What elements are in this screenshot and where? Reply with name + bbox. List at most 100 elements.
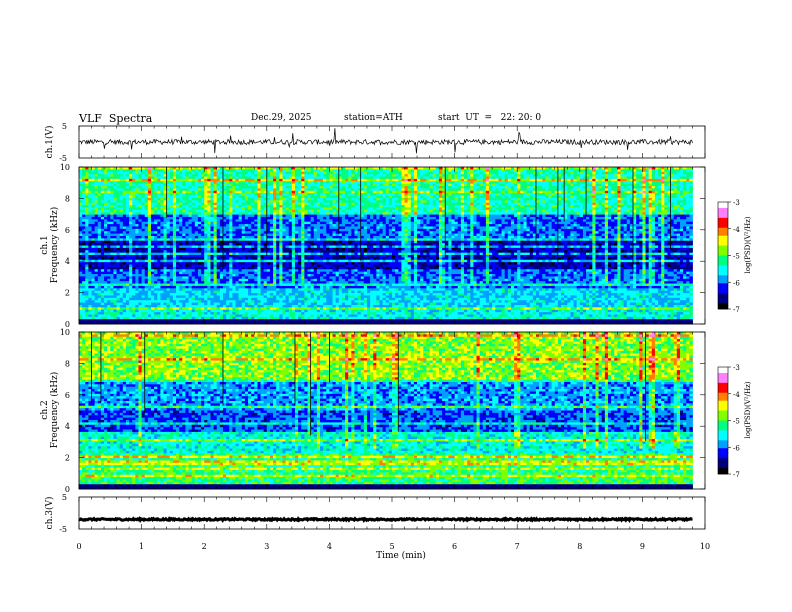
spectrogram-cell [545,200,549,203]
spectrogram-cell [251,174,255,177]
spectrogram-cell [505,200,509,203]
spectrogram-cell [326,207,330,210]
spectrogram-cell [511,167,515,170]
spectrogram-cell [361,193,365,196]
spectrogram-cell [430,167,434,170]
spectrogram-cell [417,186,421,189]
spectrogram-cell [646,184,650,187]
spectrogram-cell [157,217,161,220]
spectrogram-cell [398,169,402,172]
spectrogram-cell [351,219,355,222]
spectrogram-cell [674,181,678,184]
spectrogram-cell [549,181,553,184]
spectrogram-cell [602,184,606,187]
spectrogram-cell [589,210,593,213]
spectrogram-cell [461,186,465,189]
spectrogram-cell [677,193,681,196]
spectrogram-cell [570,219,574,222]
spectrogram-cell [545,215,549,218]
spectrogram-cell [339,177,343,180]
spectrogram-cell [592,212,596,215]
spectrogram-cell [223,198,227,201]
spectrogram-cell [423,219,427,222]
spectrogram-cell [245,207,249,210]
spectrogram-cell [295,207,299,210]
spectrogram-cell [167,184,171,187]
spectrogram-cell [201,174,205,177]
spectrogram-cell [339,210,343,213]
spectrogram-cell [552,219,556,222]
spectrogram-cell [135,186,139,189]
spectrogram-cell [586,200,590,203]
spectrogram-cell [483,188,487,191]
spectrogram-cell [167,172,171,175]
spectrogram-cell [489,212,493,215]
spectrogram-cell [599,181,603,184]
spectrogram-cell [411,186,415,189]
spectrogram-cell [492,184,496,187]
spectrogram-cell [113,200,117,203]
spectrogram-cell [639,181,643,184]
spectrogram-cell [261,181,265,184]
spectrogram-cell [151,196,155,199]
spectrogram-cell [655,196,659,199]
spectrogram-cell [661,198,665,201]
spectrogram-cell [189,181,193,184]
spectrogram-cell [232,179,236,182]
spectrogram-cell [167,191,171,194]
spectrogram-cell [401,186,405,189]
spectrogram-cell [126,212,130,215]
spectrogram-cell [633,203,637,206]
spectrogram-cell [185,179,189,182]
spectrogram-cell [326,212,330,215]
spectrogram-cell [420,207,424,210]
spectrogram-cell [658,210,662,213]
spectrogram-cell [361,186,365,189]
spectrogram-cell [545,188,549,191]
spectrogram-cell [642,207,646,210]
spectrogram-cell [257,198,261,201]
spectrogram-cell [223,203,227,206]
spectrogram-cell [426,215,430,218]
spectrogram-cell [157,184,161,187]
spectrogram-cell [680,174,684,177]
spectrogram-cell [558,210,562,213]
spectrogram-cell [207,224,211,227]
spectrogram-cell [148,167,152,170]
spectrogram-cell [483,174,487,177]
spectrogram-cell [135,200,139,203]
spectrogram-cell [354,203,358,206]
spectrogram-cell [135,174,139,177]
spectrogram-cell [408,219,412,222]
spectrogram-cell [142,200,146,203]
spectrogram-cell [317,177,321,180]
spectrogram-cell [483,179,487,182]
spectrogram-cell [636,181,640,184]
spectrogram-cell [473,210,477,213]
spectrogram-cell [85,198,89,201]
spectrogram-cell [564,179,568,182]
spectrogram-cell [126,181,130,184]
spectrogram-cell [627,224,631,227]
spectrogram-cell [602,205,606,208]
spectrogram-cell [142,203,146,206]
spectrogram-cell [195,222,199,225]
spectrogram-cell [495,196,499,199]
spectrogram-cell [411,200,415,203]
spectrogram-cell [489,222,493,225]
spectrogram-cell [173,193,177,196]
spectrogram-cell [414,179,418,182]
spectrogram-cell [464,212,468,215]
spectrogram-cell [157,174,161,177]
spectrogram-cell [195,215,199,218]
spectrogram-cell [342,177,346,180]
spectrogram-cell [470,203,474,206]
spectrogram-cell [151,222,155,225]
spectrogram-cell [461,174,465,177]
spectrogram-cell [314,172,318,175]
spectrogram-cell [520,184,524,187]
spectrogram-cell [592,169,596,172]
spectrogram-cell [589,188,593,191]
spectrogram-cell [210,222,214,225]
spectrogram-cell [333,212,337,215]
